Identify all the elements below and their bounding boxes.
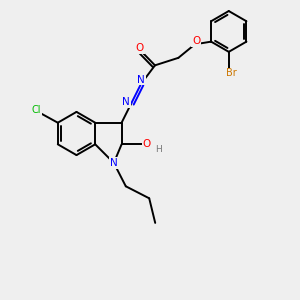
Text: N: N <box>137 75 145 85</box>
Text: Cl: Cl <box>32 105 41 115</box>
Text: O: O <box>143 139 151 149</box>
Text: Br: Br <box>226 68 236 78</box>
Text: H: H <box>155 145 162 154</box>
Text: O: O <box>136 43 144 53</box>
Text: O: O <box>192 36 200 46</box>
Text: N: N <box>122 97 130 107</box>
Text: N: N <box>110 158 118 168</box>
